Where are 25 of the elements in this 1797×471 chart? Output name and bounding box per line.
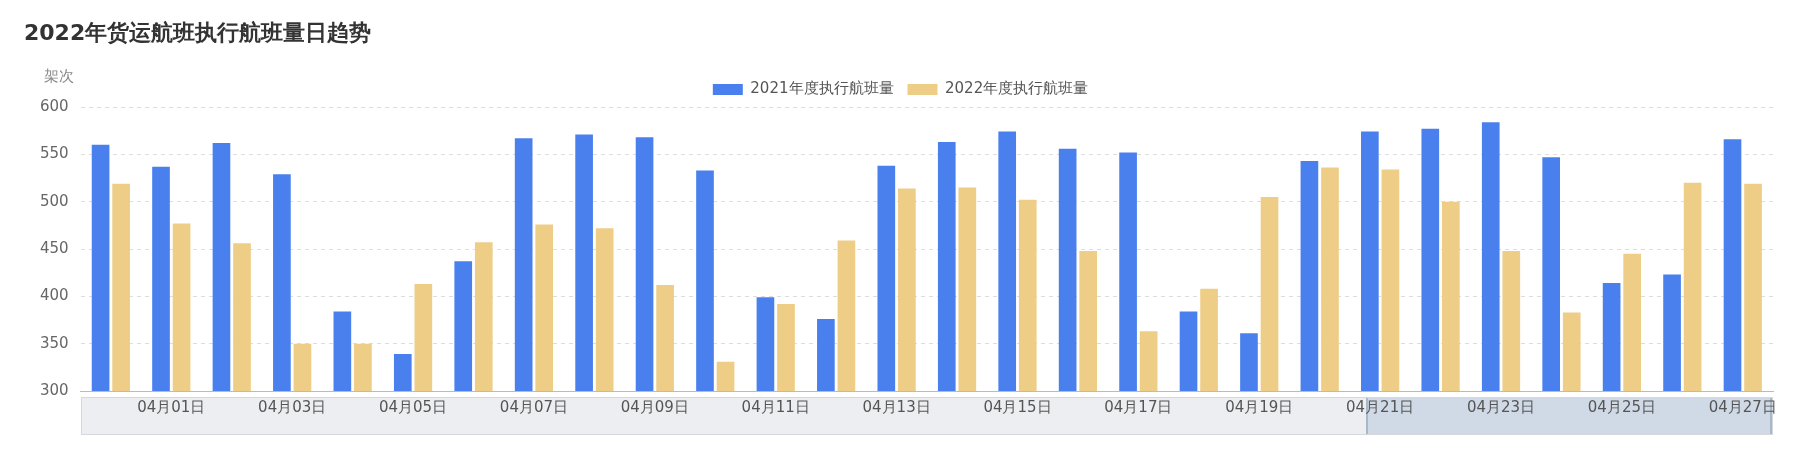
legend-label: 2021年度执行航班量 [750,79,894,98]
y-tick-label: 350 [39,333,69,352]
x-tick-label: 04月23日 [1466,397,1536,416]
x-tick-label: 04月13日 [862,397,931,416]
x-tick-label: 04月11日 [741,397,810,416]
y-tick-label: 600 [39,96,69,115]
x-tick-label: 04月03日 [258,397,327,416]
x-tick-label: 04月21日 [1346,397,1415,416]
x-tick-label: 04月27日 [1708,397,1777,416]
y-axis-title: 架次 [43,67,74,86]
y-tick-label: 400 [39,286,69,305]
x-tick-label: 04月25日 [1587,397,1656,416]
y-tick-label: 450 [39,238,69,257]
legend-label: 2022年度执行航班量 [945,79,1089,98]
x-tick-label: 04月07日 [499,397,569,416]
chart-title: 2022年货运航班执行航班量日趋势 [24,19,372,47]
x-tick-label: 04月15日 [983,397,1052,416]
x-tick-label: 04月05日 [378,397,448,416]
x-tick-label: 04月01日 [137,397,206,416]
y-tick-label: 550 [39,144,69,163]
y-tick-label: 500 [39,191,69,210]
x-tick-label: 04月09日 [620,397,689,416]
x-tick-label: 04月19日 [1225,397,1294,416]
x-tick-label: 04月17日 [1104,397,1173,416]
y-tick-label: 300 [39,380,69,399]
